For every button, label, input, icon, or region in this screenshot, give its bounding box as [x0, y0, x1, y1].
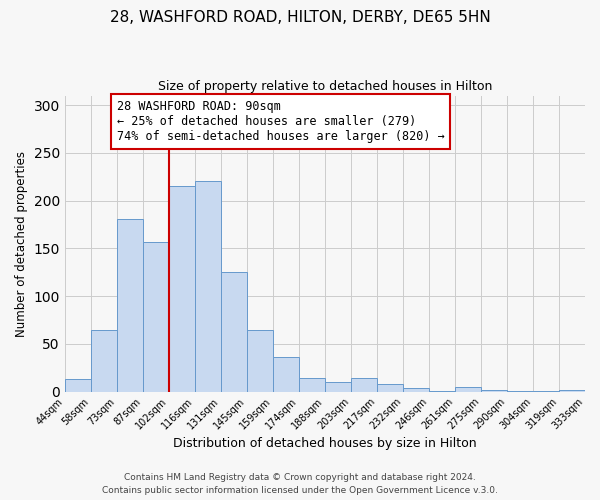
- Bar: [481, 390, 507, 392]
- Bar: [507, 390, 533, 392]
- Bar: [65, 379, 91, 392]
- Bar: [533, 390, 559, 392]
- Bar: [403, 388, 429, 392]
- Bar: [273, 357, 299, 392]
- Bar: [143, 242, 169, 392]
- Y-axis label: Number of detached properties: Number of detached properties: [15, 150, 28, 336]
- Title: Size of property relative to detached houses in Hilton: Size of property relative to detached ho…: [158, 80, 492, 93]
- Bar: [221, 272, 247, 392]
- Bar: [377, 384, 403, 392]
- Bar: [429, 390, 455, 392]
- Bar: [559, 390, 585, 392]
- X-axis label: Distribution of detached houses by size in Hilton: Distribution of detached houses by size …: [173, 437, 477, 450]
- Bar: [91, 330, 117, 392]
- Bar: [117, 218, 143, 392]
- Text: Contains HM Land Registry data © Crown copyright and database right 2024.
Contai: Contains HM Land Registry data © Crown c…: [102, 474, 498, 495]
- Bar: [169, 186, 195, 392]
- Text: 28 WASHFORD ROAD: 90sqm
← 25% of detached houses are smaller (279)
74% of semi-d: 28 WASHFORD ROAD: 90sqm ← 25% of detache…: [117, 100, 445, 144]
- Bar: [247, 330, 273, 392]
- Bar: [299, 378, 325, 392]
- Bar: [351, 378, 377, 392]
- Text: 28, WASHFORD ROAD, HILTON, DERBY, DE65 5HN: 28, WASHFORD ROAD, HILTON, DERBY, DE65 5…: [110, 10, 490, 25]
- Bar: [455, 387, 481, 392]
- Bar: [325, 382, 351, 392]
- Bar: [195, 182, 221, 392]
